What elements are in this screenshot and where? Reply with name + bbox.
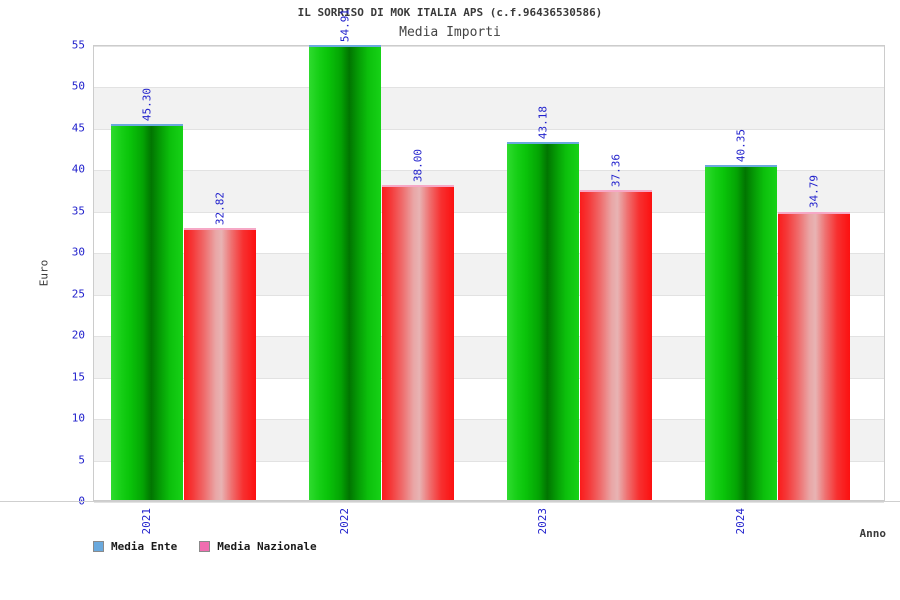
y-tick-label: 5 [78,453,85,467]
bar-value-text: 37.36 [609,154,623,188]
bar-value-label: 45.30 [140,88,154,122]
y-tick-label: 50 [71,79,85,93]
gridline [94,336,884,338]
gridline [94,87,884,89]
chart-subtitle: Media Importi [399,25,501,40]
y-axis-title: Euro [37,259,51,287]
y-tick-label: 30 [71,245,85,259]
bar-value-label: 37.36 [609,154,623,188]
chart-title: IL SORRISO DI MOK ITALIA APS (c.f.964365… [297,6,603,19]
legend-item-media-ente[interactable]: Media Ente [93,540,177,553]
gridline [94,377,884,379]
bar-2023-media-ente[interactable]: 43.18 [507,106,579,500]
x-tick-label: 2021 [140,508,153,535]
bar-value-label: 43.18 [536,105,550,139]
bar-2022-media-nazionale[interactable]: 38.00 [382,149,454,500]
gridline [94,128,884,130]
gridline [94,419,884,421]
gridline [94,294,884,296]
bar-value-label: 40.35 [734,129,748,163]
y-tick-label: 40 [71,162,85,176]
legend-label: Media Ente [111,540,178,553]
bar-value-text: 43.18 [536,105,550,139]
gridline [94,170,884,172]
gridline [94,211,884,213]
grid-band [94,87,884,129]
bar-value-text: 54.91 [338,8,352,42]
bar-2024-media-nazionale[interactable]: 34.79 [778,175,850,500]
bar-value-text: 40.35 [734,129,748,163]
bar-value-label: 34.79 [807,175,821,209]
y-tick-label: 45 [71,121,85,135]
bar-value-text: 34.79 [807,175,821,209]
x-tick-label: 2022 [338,508,351,535]
legend-label: Media Nazionale [217,540,317,553]
bar-2023-media-nazionale[interactable]: 37.36 [580,154,652,500]
x-tick-label: 2024 [734,508,747,535]
y-tick-label: 20 [71,328,85,342]
axis-baseline [0,501,900,502]
bar-value-label: 38.00 [411,148,425,182]
bar-2021-media-ente[interactable]: 45.30 [111,88,183,500]
gridline [94,460,884,462]
legend-swatch-icon [199,541,211,552]
bar-value-text: 38.00 [411,148,425,182]
plot-area: 45.30 32.82 54.91 38.00 43.18 37.36 40.35 34.79 [93,9,885,503]
y-tick-label: 15 [71,370,85,384]
x-tick-label: 2023 [536,508,549,535]
legend-swatch-icon [93,541,104,552]
bar-2022-media-ente[interactable]: 54.91 [309,9,381,500]
bar-value-text: 32.82 [213,191,227,225]
gridline [94,502,884,503]
bar-value-text: 45.30 [140,88,154,122]
y-tick-label: 25 [71,287,85,301]
chart-legend: Media Ente Media Nazionale [93,540,317,553]
bar-value-label: 32.82 [213,191,227,225]
gridline [94,253,884,255]
legend-item-media-nazionale[interactable]: Media Nazionale [199,540,317,553]
y-tick-label: 10 [71,411,85,425]
x-axis-title: Anno [859,527,887,540]
bar-2024-media-ente[interactable]: 40.35 [705,129,777,500]
bar-2021-media-nazionale[interactable]: 32.82 [184,192,256,500]
y-tick-label: 35 [71,204,85,218]
bar-value-label: 54.91 [338,8,352,42]
y-tick-label: 55 [71,38,85,52]
gridline [94,46,884,47]
